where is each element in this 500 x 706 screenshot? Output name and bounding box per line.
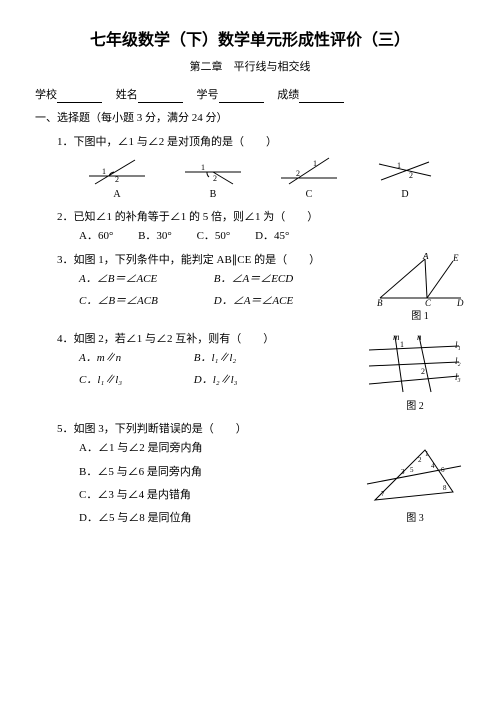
question-5: 5．如图 3，下列判断错误的是（ ） A．∠1 与∠2 是同旁内角 B．∠5 与… <box>57 422 465 531</box>
svg-text:1: 1 <box>201 163 205 172</box>
score-blank <box>299 91 344 103</box>
svg-text:l₁: l₁ <box>455 340 461 350</box>
score-label: 成绩 <box>277 89 299 101</box>
q4-options: A．m∥n B．l₁∥l₂ C．l₁∥l₃ D．l₂∥l₃ <box>79 351 359 388</box>
q5-opt-b: B．∠5 与∠6 是同旁内角 <box>79 465 359 480</box>
q2-text: 2．已知∠1 的补角等于∠1 的 5 倍，则∠1 为（ ） <box>57 210 465 225</box>
svg-text:1: 1 <box>102 167 106 176</box>
q1-text: 1．下图中，∠1 与∠2 是对顶角的是（ ） <box>57 135 465 150</box>
q5-figure: 1 2 3 5 4 6 7 8 图 3 <box>365 440 465 526</box>
name-label: 姓名 <box>116 89 138 101</box>
page-title: 七年级数学（下）数学单元形成性评价（三） <box>35 30 465 52</box>
school-label: 学校 <box>35 89 57 101</box>
q1-fig-d: 1 2 D <box>375 154 435 202</box>
q3-figcap: 图 1 <box>375 310 465 324</box>
svg-text:3: 3 <box>401 468 405 476</box>
q1-lbl-d: D <box>375 188 435 202</box>
svg-text:2: 2 <box>418 456 422 464</box>
svg-text:7: 7 <box>381 490 385 498</box>
svg-text:2: 2 <box>213 174 217 183</box>
q2-opt-d: D．45° <box>255 229 289 244</box>
q1-figures: 1 2 A 1 2 B 1 <box>69 154 453 202</box>
svg-text:1: 1 <box>397 161 401 170</box>
svg-text:n: n <box>417 332 422 342</box>
q3-opt-d: D．∠A＝∠ACE <box>214 294 293 309</box>
q3-text: 3．如图 1，下列条件中，能判定 AB∥CE 的是（ ） <box>57 253 369 268</box>
svg-text:6: 6 <box>441 466 445 474</box>
q1-fig-a: 1 2 A <box>87 154 147 202</box>
q3-opt-c: C．∠B＝∠ACB <box>79 294 189 309</box>
q4-text: 4．如图 2，若∠1 与∠2 互补，则有（ ） <box>57 332 359 347</box>
svg-text:E: E <box>452 253 459 263</box>
q4-figcap: 图 2 <box>365 400 465 414</box>
svg-text:A: A <box>422 253 429 261</box>
q5-opt-d: D．∠5 与∠8 是同位角 <box>79 511 359 526</box>
svg-text:1: 1 <box>425 450 429 458</box>
q1-fig-b: 1 2 B <box>183 154 243 202</box>
q3-opt-a: A．∠B＝∠ACE <box>79 272 189 287</box>
svg-text:1: 1 <box>313 159 317 168</box>
svg-text:C: C <box>425 298 432 308</box>
svg-text:4: 4 <box>431 462 435 470</box>
svg-text:l₂: l₂ <box>455 356 461 366</box>
q4-opt-a: A．m∥n <box>79 351 169 366</box>
q1-lbl-c: C <box>279 188 339 202</box>
question-2: 2．已知∠1 的补角等于∠1 的 5 倍，则∠1 为（ ） A．60° B．30… <box>57 210 465 245</box>
q2-opt-a: A．60° <box>79 229 113 244</box>
q5-opt-a: A．∠1 与∠2 是同旁内角 <box>79 441 359 456</box>
q1-lbl-a: A <box>87 188 147 202</box>
id-blank <box>219 91 264 103</box>
question-1: 1．下图中，∠1 与∠2 是对顶角的是（ ） 1 2 A <box>57 135 465 202</box>
q5-figcap: 图 3 <box>365 512 465 526</box>
svg-text:m: m <box>393 332 400 342</box>
q5-options: A．∠1 与∠2 是同旁内角 B．∠5 与∠6 是同旁内角 C．∠3 与∠4 是… <box>79 441 359 527</box>
question-3: 3．如图 1，下列条件中，能判定 AB∥CE 的是（ ） A．∠B＝∠ACE B… <box>57 253 465 324</box>
q3-figure: A E B C D 图 1 <box>375 253 465 324</box>
q2-options: A．60° B．30° C．50° D．45° <box>79 229 465 244</box>
q5-text: 5．如图 3，下列判断错误的是（ ） <box>57 422 359 437</box>
q1-lbl-b: B <box>183 188 243 202</box>
q1-fig-c: 1 2 C <box>279 154 339 202</box>
q5-opt-c: C．∠3 与∠4 是内错角 <box>79 488 359 503</box>
q2-opt-b: B．30° <box>138 229 172 244</box>
svg-text:B: B <box>377 298 383 308</box>
name-blank <box>138 91 183 103</box>
svg-text:l₃: l₃ <box>455 372 461 382</box>
q4-figure: m n l₁ l₂ l₃ 1 2 图 2 <box>365 332 465 414</box>
q4-opt-c: C．l₁∥l₃ <box>79 373 169 388</box>
svg-text:5: 5 <box>410 466 414 474</box>
school-blank <box>57 91 102 103</box>
q3-opt-b: B．∠A＝∠ECD <box>214 272 293 287</box>
id-label: 学号 <box>197 89 219 101</box>
q2-opt-c: C．50° <box>197 229 231 244</box>
svg-text:1: 1 <box>400 340 404 349</box>
q3-options: A．∠B＝∠ACE B．∠A＝∠ECD C．∠B＝∠ACB D．∠A＝∠ACE <box>79 272 369 309</box>
info-row: 学校 姓名 学号 成绩 <box>35 88 465 103</box>
svg-text:8: 8 <box>443 484 447 492</box>
svg-text:2: 2 <box>409 171 413 180</box>
q4-opt-d: D．l₂∥l₃ <box>194 373 238 388</box>
svg-text:2: 2 <box>421 367 425 376</box>
svg-text:D: D <box>456 298 464 308</box>
question-4: 4．如图 2，若∠1 与∠2 互补，则有（ ） A．m∥n B．l₁∥l₂ C．… <box>57 332 465 414</box>
page-subtitle: 第二章 平行线与相交线 <box>35 60 465 75</box>
svg-text:2: 2 <box>115 175 119 184</box>
section-heading: 一、选择题（每小题 3 分，满分 24 分） <box>35 111 465 126</box>
q4-opt-b: B．l₁∥l₂ <box>194 351 236 366</box>
svg-text:2: 2 <box>296 169 300 178</box>
